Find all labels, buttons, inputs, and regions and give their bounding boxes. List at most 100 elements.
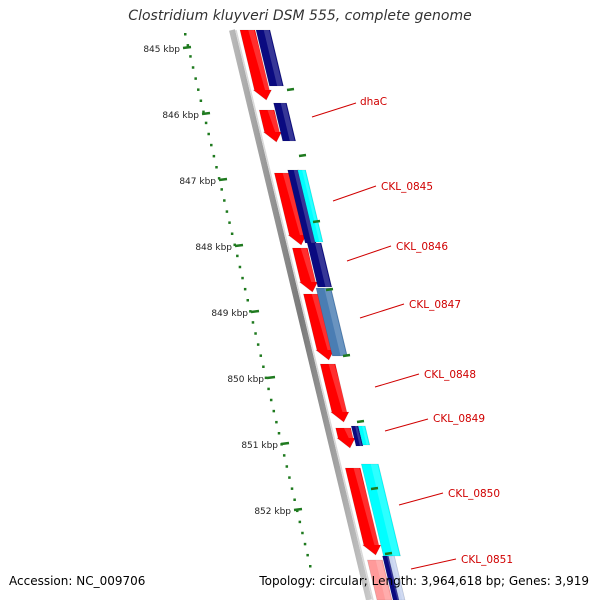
scale-dot <box>303 542 307 546</box>
genome-backbone-edge <box>235 29 374 600</box>
gene-label: CKL_0849 <box>433 413 485 425</box>
accession-text: Accession: NC_009706 <box>9 574 146 588</box>
scale-tick <box>234 243 244 248</box>
scale-dot <box>212 154 216 158</box>
scale-tick <box>280 441 290 446</box>
scale-dot <box>197 88 200 91</box>
scale-dot <box>272 409 276 413</box>
track-tick <box>356 419 365 424</box>
cds-arrow-shade <box>328 364 349 412</box>
gene-label: CKL_0850 <box>448 488 500 500</box>
gene-bar-shade <box>293 170 316 243</box>
map-title: Clostridium kluyveri DSM 555, complete g… <box>128 8 472 24</box>
gene-bar-shade <box>314 243 331 287</box>
gene-leader-line <box>359 303 405 319</box>
feature-track <box>239 29 406 600</box>
scale-dot <box>241 276 244 280</box>
scale-dot <box>269 398 273 402</box>
misc-feature-cyan-shade <box>370 464 400 556</box>
scale-label: 847 kbp <box>179 177 216 187</box>
cds-arrow <box>239 29 272 101</box>
scale-tick <box>218 177 228 182</box>
scale-dot <box>309 565 312 568</box>
cds-arrow-shade <box>248 30 271 90</box>
track-tick <box>325 287 334 292</box>
gene-leader-line <box>346 245 392 262</box>
misc-feature-cyan <box>360 463 401 557</box>
gene-bar-shade <box>280 103 295 141</box>
scale-label: 851 kbp <box>241 441 278 451</box>
misc-feature-cyan <box>357 425 371 446</box>
scale-dot <box>230 232 234 235</box>
scale-dot <box>204 121 208 125</box>
scale-dot <box>298 520 302 524</box>
scale-dot <box>217 177 221 180</box>
cds-arrow-faded <box>367 559 393 600</box>
track-tick <box>312 219 321 224</box>
scale-dot <box>246 299 249 302</box>
scale-dot <box>189 55 192 58</box>
scale-label: 849 kbp <box>211 309 248 319</box>
scale-dot <box>207 132 210 136</box>
scale-dot <box>277 432 281 435</box>
gene-label: CKL_0851 <box>461 554 513 566</box>
scale-dot <box>243 287 247 291</box>
scale-dot <box>251 321 255 324</box>
gene-bar <box>255 29 284 87</box>
misc-feature-faded-shade <box>391 556 405 600</box>
scale-dot <box>236 254 239 258</box>
scale-dot <box>194 77 197 80</box>
gene-label-leaders: dhaC CKL_0845 CKL_0846 CKL_0847 CKL_0848 CKL_… <box>311 96 513 570</box>
cds-arrow <box>258 109 283 143</box>
scale-dot <box>262 365 265 368</box>
scale-tick <box>250 309 260 314</box>
scale-dot <box>228 221 231 224</box>
scale-dot <box>267 387 270 391</box>
scale-tick <box>182 45 192 50</box>
scale-dot <box>238 265 242 269</box>
gene-label: CKL_0847 <box>409 299 461 311</box>
gene-leader-line <box>398 492 444 506</box>
gene-label: CKL_0848 <box>424 369 476 381</box>
scale-dot <box>301 531 304 535</box>
track-tick <box>298 153 307 158</box>
gene-label: dhaC <box>360 96 387 108</box>
misc-feature-faded <box>388 555 406 600</box>
scale-dot <box>202 110 205 114</box>
scale-label: 848 kbp <box>195 243 232 253</box>
scale-dot <box>264 376 268 380</box>
gene-label: CKL_0845 <box>381 181 433 193</box>
cds-arrow <box>292 247 319 293</box>
gene-leader-line <box>374 373 420 388</box>
scale-dot <box>306 553 309 557</box>
scale-label: 846 kbp <box>162 111 199 121</box>
scale-dot <box>215 166 218 169</box>
cds-arrow <box>344 467 382 556</box>
scale-tick <box>201 111 211 116</box>
gene-leader-line <box>311 102 357 118</box>
misc-feature-cyan <box>297 169 324 243</box>
scale-dot <box>259 354 263 357</box>
scale-dot <box>210 143 213 147</box>
gene-leader-line <box>410 558 457 570</box>
scale-dot <box>233 243 236 247</box>
scale-label: 845 kbp <box>143 45 180 55</box>
scale-dot <box>220 188 223 191</box>
scale-dot <box>184 33 187 36</box>
scale-label: 852 kbp <box>254 507 291 517</box>
scale-dot <box>249 310 252 313</box>
scale-dot <box>186 44 190 47</box>
cds-arrow-shade <box>267 110 281 132</box>
misc-feature-steel-shade <box>324 288 347 356</box>
cds-arrow-shade <box>300 248 317 282</box>
scale-dot <box>285 465 289 468</box>
scale-dot <box>288 476 291 479</box>
scale-dot <box>256 343 260 346</box>
genome-summary-text: Topology: circular; Length: 3,964,618 bp… <box>259 574 589 588</box>
scale-tick <box>266 375 276 380</box>
cds-arrow <box>335 427 356 449</box>
gene-bar-shade <box>263 30 283 86</box>
misc-feature-cyan-shade <box>362 426 369 445</box>
track-tick <box>286 87 295 92</box>
